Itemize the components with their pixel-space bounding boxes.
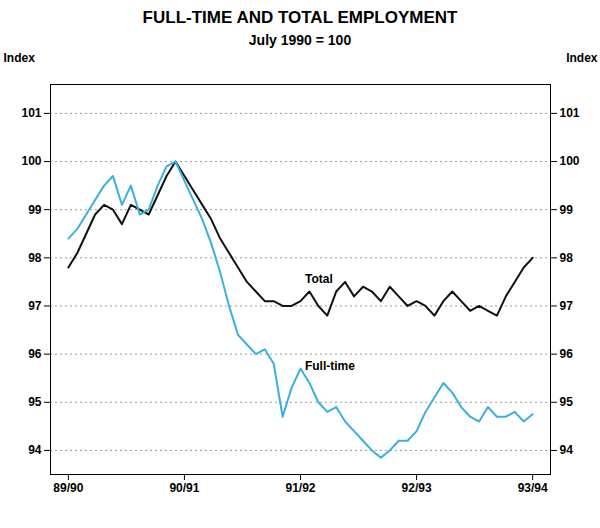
svg-text:96: 96 — [560, 347, 574, 361]
svg-text:94: 94 — [560, 443, 574, 457]
svg-text:95: 95 — [28, 395, 42, 409]
svg-text:91/92: 91/92 — [285, 481, 315, 495]
svg-text:98: 98 — [28, 251, 42, 265]
html-text:FULL-TIME AND TOTAL EMPLOYMENT: FULL-TIME AND TOTAL EMPLOYMENT — [142, 8, 458, 27]
svg-text:101: 101 — [21, 106, 41, 120]
svg-text:100: 100 — [21, 154, 41, 168]
svg-text:Index: Index — [566, 51, 598, 65]
svg-text:95: 95 — [560, 395, 574, 409]
svg-text:97: 97 — [560, 299, 574, 313]
svg-text:Full-time: Full-time — [305, 359, 355, 373]
svg-text:99: 99 — [560, 203, 574, 217]
svg-text:93/94: 93/94 — [518, 481, 548, 495]
svg-text:98: 98 — [560, 251, 574, 265]
svg-text:94: 94 — [28, 443, 42, 457]
svg-text:Index: Index — [4, 51, 36, 65]
html-text:July 1990 = 100: July 1990 = 100 — [248, 32, 352, 48]
svg-text:101: 101 — [560, 106, 580, 120]
svg-text:90/91: 90/91 — [169, 481, 199, 495]
svg-text:96: 96 — [28, 347, 42, 361]
svg-text:89/90: 89/90 — [53, 481, 83, 495]
svg-text:92/93: 92/93 — [402, 481, 432, 495]
svg-text:100: 100 — [560, 154, 580, 168]
svg-text:97: 97 — [28, 299, 42, 313]
svg-text:Total: Total — [305, 272, 333, 286]
svg-text:99: 99 — [28, 203, 42, 217]
